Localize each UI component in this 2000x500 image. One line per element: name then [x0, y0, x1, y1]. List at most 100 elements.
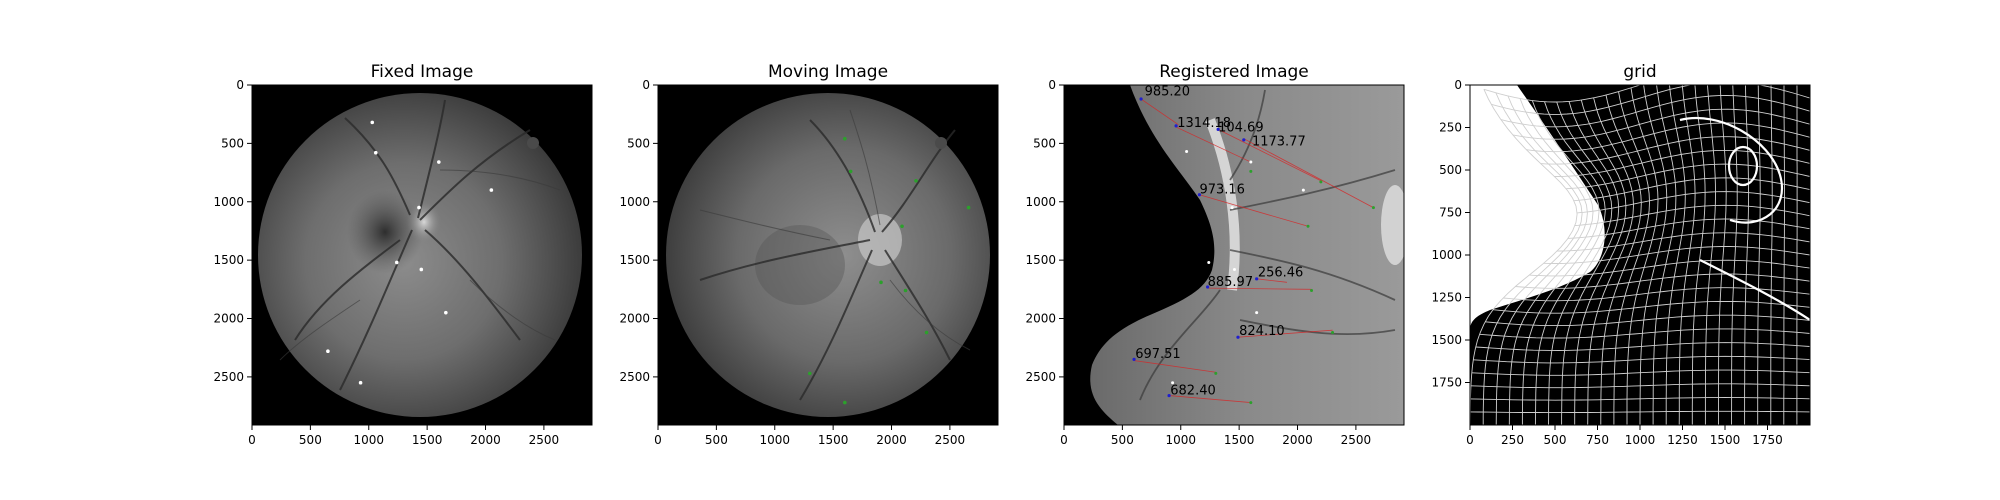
- x-tick-label: 2500: [1341, 433, 1372, 447]
- grid-line: [1574, 204, 1810, 226]
- landmark-point: [419, 267, 424, 272]
- y-tick-label: 2500: [1025, 370, 1056, 384]
- registered-image-raster: [1064, 85, 1404, 425]
- correspondence-line: [1237, 329, 1333, 338]
- landmark-point: [914, 178, 918, 183]
- grid-line: [1470, 383, 1810, 389]
- x-tick-label: 500: [1111, 433, 1134, 447]
- x-tick-label: 1500: [818, 433, 849, 447]
- registered-point: [1236, 335, 1240, 339]
- fixed-point: [1232, 267, 1236, 271]
- x-tick-label: 2000: [470, 433, 501, 447]
- y-tick-label: 1500: [619, 253, 650, 267]
- x-tick-label: 250: [1501, 433, 1524, 447]
- x-tick-label: 2500: [935, 433, 966, 447]
- correspondence-lines: [1133, 98, 1374, 403]
- y-tick-label: 500: [221, 136, 244, 150]
- panel-fixed-image: Fixed Image 0 500 1000 1500 2000 2500: [213, 62, 593, 447]
- landmark-point: [326, 349, 330, 354]
- x-tick-label: 2000: [876, 433, 907, 447]
- registered-point: [1216, 127, 1220, 131]
- x-tick-label: 500: [705, 433, 728, 447]
- moving-image-raster: [658, 85, 998, 425]
- error-label: 1173.77: [1252, 135, 1306, 150]
- grid-line: [1543, 246, 1810, 264]
- correspondence-line: [1169, 395, 1251, 403]
- x-tick-label: 1500: [412, 433, 443, 447]
- correspondence-line: [1133, 360, 1216, 373]
- y-tick-label: 2000: [213, 312, 244, 326]
- landmark-point: [843, 400, 847, 405]
- moving-point: [1214, 371, 1218, 375]
- error-label: 256.46: [1258, 265, 1304, 280]
- x-tick-label: 1500: [1224, 433, 1255, 447]
- registered-point: [1132, 357, 1136, 361]
- x-tick-label: 500: [299, 433, 322, 447]
- landmark-point: [879, 280, 883, 285]
- y-tick-label: 2000: [1025, 312, 1056, 326]
- moving-point: [1310, 288, 1314, 292]
- panel-title: Registered Image: [1159, 62, 1309, 82]
- axis-ticks: 0 500 1000 1500 2000 2500 0 500 1000 1500 2000 2500: [619, 78, 965, 447]
- x-tick-label: 0: [1466, 433, 1474, 447]
- y-tick-label: 1500: [1431, 333, 1462, 347]
- moving-point: [1319, 180, 1323, 184]
- x-tick-label: 1250: [1667, 433, 1698, 447]
- correspondence-line: [1199, 194, 1309, 227]
- y-tick-label: 1500: [213, 253, 244, 267]
- panel-moving-image: Moving Image 0 500 1000 1500 2000 2500 0 500 100…: [619, 62, 999, 447]
- y-tick-label: 1000: [619, 195, 650, 209]
- panel-title: Moving Image: [768, 62, 888, 82]
- fixed-point: [1255, 311, 1259, 315]
- panel-title: grid: [1623, 62, 1656, 82]
- grid-line: [1573, 177, 1810, 202]
- fixed-landmarks: [326, 120, 494, 385]
- landmark-point: [843, 136, 847, 141]
- registered-point: [1167, 393, 1171, 398]
- x-tick-label: 1500: [1710, 433, 1741, 447]
- grid-line: [1471, 369, 1810, 376]
- fixed-image-raster: [252, 85, 592, 425]
- y-tick-label: 500: [1439, 163, 1462, 177]
- y-tick-label: 0: [1048, 78, 1056, 92]
- grid-line: [1526, 122, 1810, 153]
- landmark-point: [444, 310, 448, 315]
- panel-title: Fixed Image: [371, 62, 474, 82]
- moving-point: [1306, 224, 1310, 228]
- landmark-point: [489, 188, 494, 192]
- y-tick-label: 2500: [619, 370, 650, 384]
- error-label: 985.20: [1145, 85, 1191, 100]
- y-tick-label: 1000: [1025, 195, 1056, 209]
- correspondence-line: [1140, 98, 1179, 126]
- axis-ticks: 0 500 1000 1500 2000 2500 0 500 1000 1500 2000 2500: [1025, 78, 1371, 447]
- landmark-point: [807, 371, 812, 376]
- moving-point: [1371, 206, 1375, 210]
- correspondence-line: [1175, 126, 1251, 163]
- y-tick-label: 1500: [1025, 253, 1056, 267]
- x-tick-label: 2500: [529, 433, 560, 447]
- landmark-point: [370, 120, 375, 125]
- grid-line: [1556, 232, 1810, 252]
- x-tick-label: 0: [654, 433, 662, 447]
- correspondence-line: [1217, 129, 1322, 182]
- grid-line: [1470, 410, 1810, 414]
- landmark-point: [437, 160, 441, 164]
- error-label: 697.51: [1135, 347, 1181, 362]
- x-tick-label: 750: [1586, 433, 1609, 447]
- grid-line: [1554, 149, 1810, 177]
- moving-landmarks: [807, 136, 971, 405]
- grid-line: [1492, 300, 1810, 314]
- grid-line: [1475, 342, 1810, 351]
- x-tick-label: 500: [1544, 433, 1567, 447]
- registered-point: [1242, 138, 1246, 142]
- fixed-point: [1249, 160, 1253, 164]
- grid-line: [1470, 397, 1810, 401]
- panel-registered-image: Registered Image 985.20 1314.18104.691173…: [1025, 62, 1405, 447]
- y-tick-label: 2500: [213, 370, 244, 384]
- registered-landmarks: [1132, 97, 1375, 405]
- registered-point: [1174, 124, 1178, 128]
- x-tick-label: 2000: [1282, 433, 1313, 447]
- correspondence-line: [1207, 287, 1312, 290]
- y-tick-label: 1000: [213, 195, 244, 209]
- grid-line: [1577, 191, 1810, 214]
